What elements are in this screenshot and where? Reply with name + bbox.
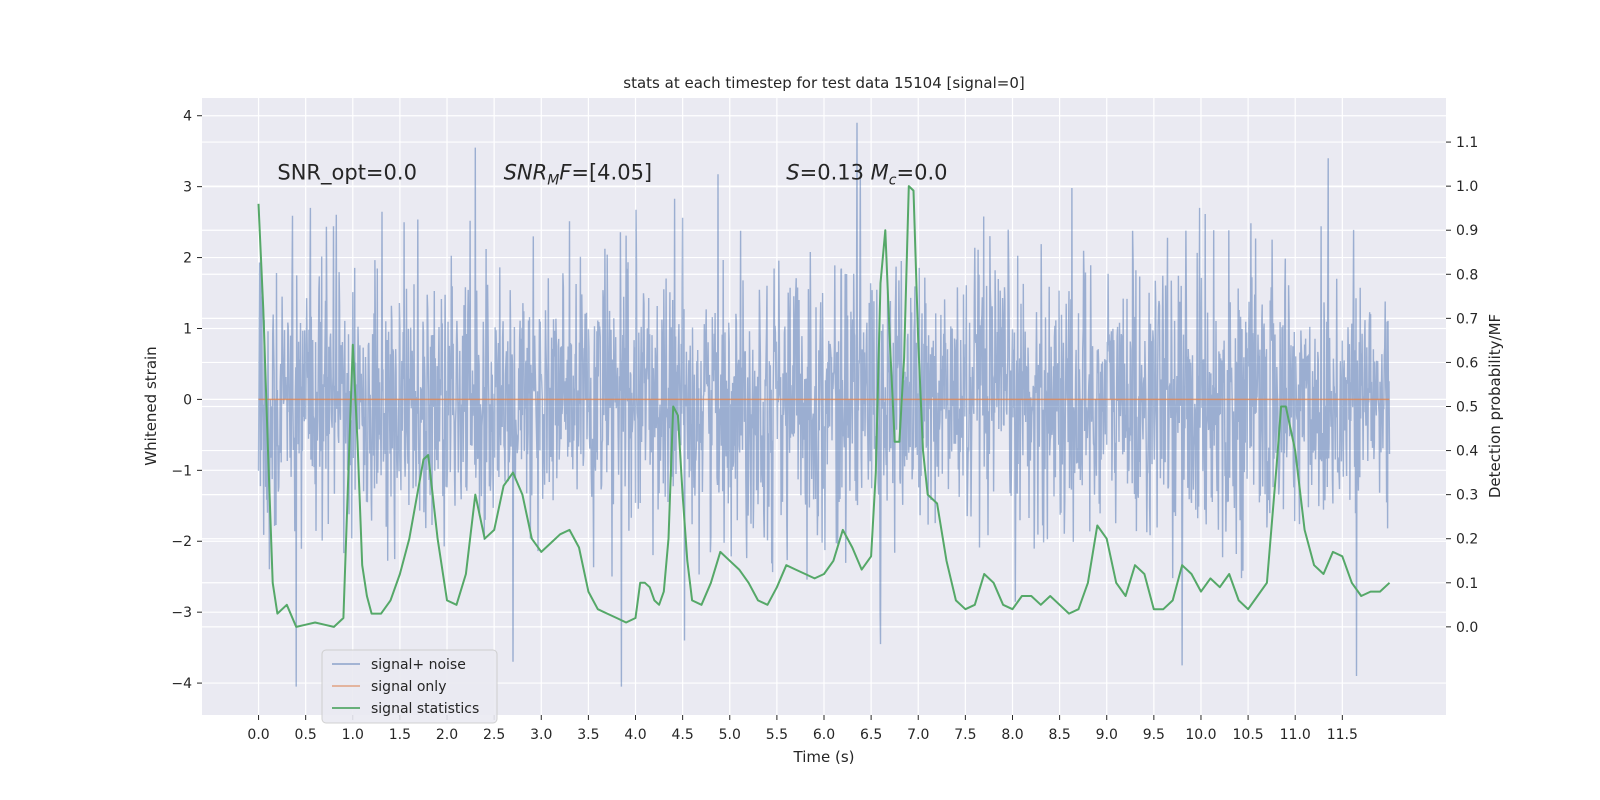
series-signal-statistics bbox=[257, 185, 1391, 628]
x-tick-label: 4.5 bbox=[672, 727, 694, 743]
x-tick-label: 3.5 bbox=[577, 727, 599, 743]
y-tick-label-left: −4 bbox=[171, 676, 192, 692]
x-tick-label: 8.0 bbox=[1001, 727, 1023, 743]
x-tick-label: 7.0 bbox=[907, 727, 929, 743]
x-tick-label: 2.0 bbox=[436, 727, 458, 743]
y-tick-label-right: 0.3 bbox=[1456, 488, 1478, 504]
legend-label-signal-only: signal only bbox=[371, 679, 446, 695]
y-tick-label-left: 1 bbox=[183, 321, 192, 337]
y-tick-label-left: 4 bbox=[183, 109, 192, 125]
x-tick-label: 11.5 bbox=[1327, 727, 1358, 743]
y-tick-label-left: 3 bbox=[183, 180, 192, 196]
x-tick-label: 6.0 bbox=[813, 727, 835, 743]
annotation-2: SNRMF=[4.05] bbox=[504, 161, 653, 189]
series-signal-noise bbox=[257, 122, 1391, 687]
x-tick-label: 10.5 bbox=[1233, 727, 1264, 743]
x-tick-label: 1.5 bbox=[389, 727, 411, 743]
y-tick-label-right: 0.6 bbox=[1456, 355, 1478, 371]
grid-lines bbox=[202, 98, 1446, 715]
y-tick-label-left: 0 bbox=[183, 392, 192, 408]
x-tick-label: 1.0 bbox=[342, 727, 364, 743]
x-axis-label: Time (s) bbox=[793, 748, 855, 766]
y-axis-label-right: Detection probability/MF bbox=[1486, 314, 1504, 498]
x-tick-label: 10.0 bbox=[1185, 727, 1216, 743]
x-tick-label: 9.0 bbox=[1096, 727, 1118, 743]
chart-title: stats at each timestep for test data 151… bbox=[623, 74, 1024, 92]
y-tick-label-left: 2 bbox=[183, 251, 192, 267]
signal-statistics-line bbox=[257, 185, 1391, 628]
legend-box bbox=[321, 649, 498, 724]
x-tick-label: 2.5 bbox=[483, 727, 505, 743]
y-tick-label-right: 0.0 bbox=[1456, 620, 1478, 636]
y-tick-label-right: 0.7 bbox=[1456, 311, 1478, 327]
y-tick-label-right: 0.2 bbox=[1456, 532, 1478, 548]
x-tick-label: 9.5 bbox=[1143, 727, 1165, 743]
y-tick-label-right: 0.8 bbox=[1456, 267, 1478, 283]
axes: 0.0 0.5 1.0 1.5 2.0 2.5 3.0 3.5 4.0 4.5 5.0 5.5 6.0 6… bbox=[171, 109, 1478, 743]
y-tick-label-right: 0.9 bbox=[1456, 223, 1478, 239]
x-tick-label: 5.0 bbox=[719, 727, 741, 743]
x-tick-label: 4.0 bbox=[624, 727, 646, 743]
y-tick-label-left: −3 bbox=[171, 605, 192, 621]
signal-noise-line bbox=[257, 122, 1391, 687]
y-tick-label-right: 1.0 bbox=[1456, 179, 1478, 195]
x-tick-label: 0.5 bbox=[295, 727, 317, 743]
annotations: SNR_opt=0.0 SNRMF=[4.05] S=0.13 Mc=0.0 bbox=[277, 161, 947, 189]
x-tick-label: 5.5 bbox=[766, 727, 788, 743]
x-tick-label: 0.0 bbox=[247, 727, 269, 743]
y-axis-label-left: Whitened strain bbox=[142, 346, 160, 465]
x-tick-label: 8.5 bbox=[1048, 727, 1070, 743]
x-tick-label: 3.0 bbox=[530, 727, 552, 743]
x-tick-label: 7.5 bbox=[954, 727, 976, 743]
legend: signal+ noise signal only signal statist… bbox=[321, 649, 498, 724]
x-tick-label: 11.0 bbox=[1280, 727, 1311, 743]
legend-label-signal-noise: signal+ noise bbox=[371, 657, 466, 673]
annotation-1: SNR_opt=0.0 bbox=[277, 161, 417, 186]
y-tick-label-right: 1.1 bbox=[1456, 135, 1478, 151]
y-tick-label-right: 0.4 bbox=[1456, 444, 1478, 460]
y-tick-label-left: −2 bbox=[171, 534, 192, 550]
y-tick-label-right: 0.5 bbox=[1456, 400, 1478, 416]
y-tick-label-left: −1 bbox=[171, 463, 192, 479]
legend-label-signal-statistics: signal statistics bbox=[371, 701, 479, 717]
x-tick-label: 6.5 bbox=[860, 727, 882, 743]
annotation-3: S=0.13 Mc=0.0 bbox=[786, 161, 947, 189]
y-tick-label-right: 0.1 bbox=[1456, 576, 1478, 592]
